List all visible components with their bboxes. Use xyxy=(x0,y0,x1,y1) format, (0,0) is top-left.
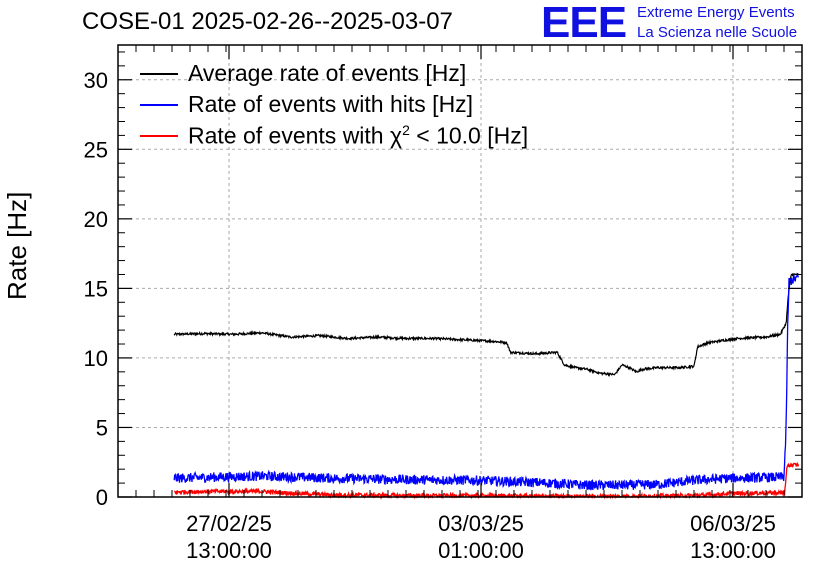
logo-line-2: La Scienza nelle Scuole xyxy=(637,24,798,41)
chart-title: COSE-01 2025-02-26--2025-03-07 xyxy=(82,8,453,35)
legend-chi2-sup: 2 xyxy=(402,121,410,138)
legend-chi2-symbol: χ xyxy=(390,122,403,149)
x-tick-label-date: 03/03/25 xyxy=(438,511,524,536)
y-tick-label: 25 xyxy=(84,137,108,162)
legend-chi2-prefix: Rate of events with xyxy=(188,122,390,149)
x-tick-label-time: 13:00:00 xyxy=(186,538,272,563)
eee-logo-icon: EEE xyxy=(541,0,627,47)
y-tick-label: 20 xyxy=(84,207,108,232)
series-line-0 xyxy=(173,272,799,378)
chart-legend: Average rate of events [Hz] Rate of even… xyxy=(140,58,528,151)
y-tick-label: 15 xyxy=(84,276,108,301)
legend-chi2-suffix: < 10.0 [Hz] xyxy=(409,122,529,149)
legend-swatch-blue xyxy=(140,103,178,106)
legend-item-chi2: Rate of events with χ2 < 10.0 [Hz] xyxy=(140,120,528,151)
y-axis-label: Rate [Hz] xyxy=(2,191,32,300)
y-tick-label: 30 xyxy=(84,68,108,93)
logo-line-1: Extreme Energy Events xyxy=(637,4,795,21)
legend-swatch-red xyxy=(140,134,178,137)
series-layer xyxy=(173,272,800,500)
legend-label-hits: Rate of events with hits [Hz] xyxy=(188,91,474,117)
x-tick-label-date: 27/02/25 xyxy=(186,511,272,536)
logo-caption: Extreme Energy Events La Scienza nelle S… xyxy=(637,3,797,43)
legend-item-average: Average rate of events [Hz] xyxy=(140,58,528,89)
y-tick-label: 5 xyxy=(96,415,108,440)
legend-label-average: Average rate of events [Hz] xyxy=(188,60,467,86)
x-tick-label-date: 06/03/25 xyxy=(690,511,776,536)
legend-item-hits: Rate of events with hits [Hz] xyxy=(140,89,528,120)
legend-swatch-black xyxy=(140,72,178,75)
x-tick-label-time: 13:00:00 xyxy=(690,538,776,563)
x-tick-label-time: 01:00:00 xyxy=(438,538,524,563)
legend-label-chi2: Rate of events with χ2 < 10.0 [Hz] xyxy=(188,122,528,150)
y-tick-label: 10 xyxy=(84,346,108,371)
grid-layer xyxy=(118,45,802,497)
axis-layer: 05101520253027/02/2513:00:0003/03/2501:0… xyxy=(84,45,802,563)
y-tick-label: 0 xyxy=(96,485,108,510)
series-line-1 xyxy=(173,273,799,491)
